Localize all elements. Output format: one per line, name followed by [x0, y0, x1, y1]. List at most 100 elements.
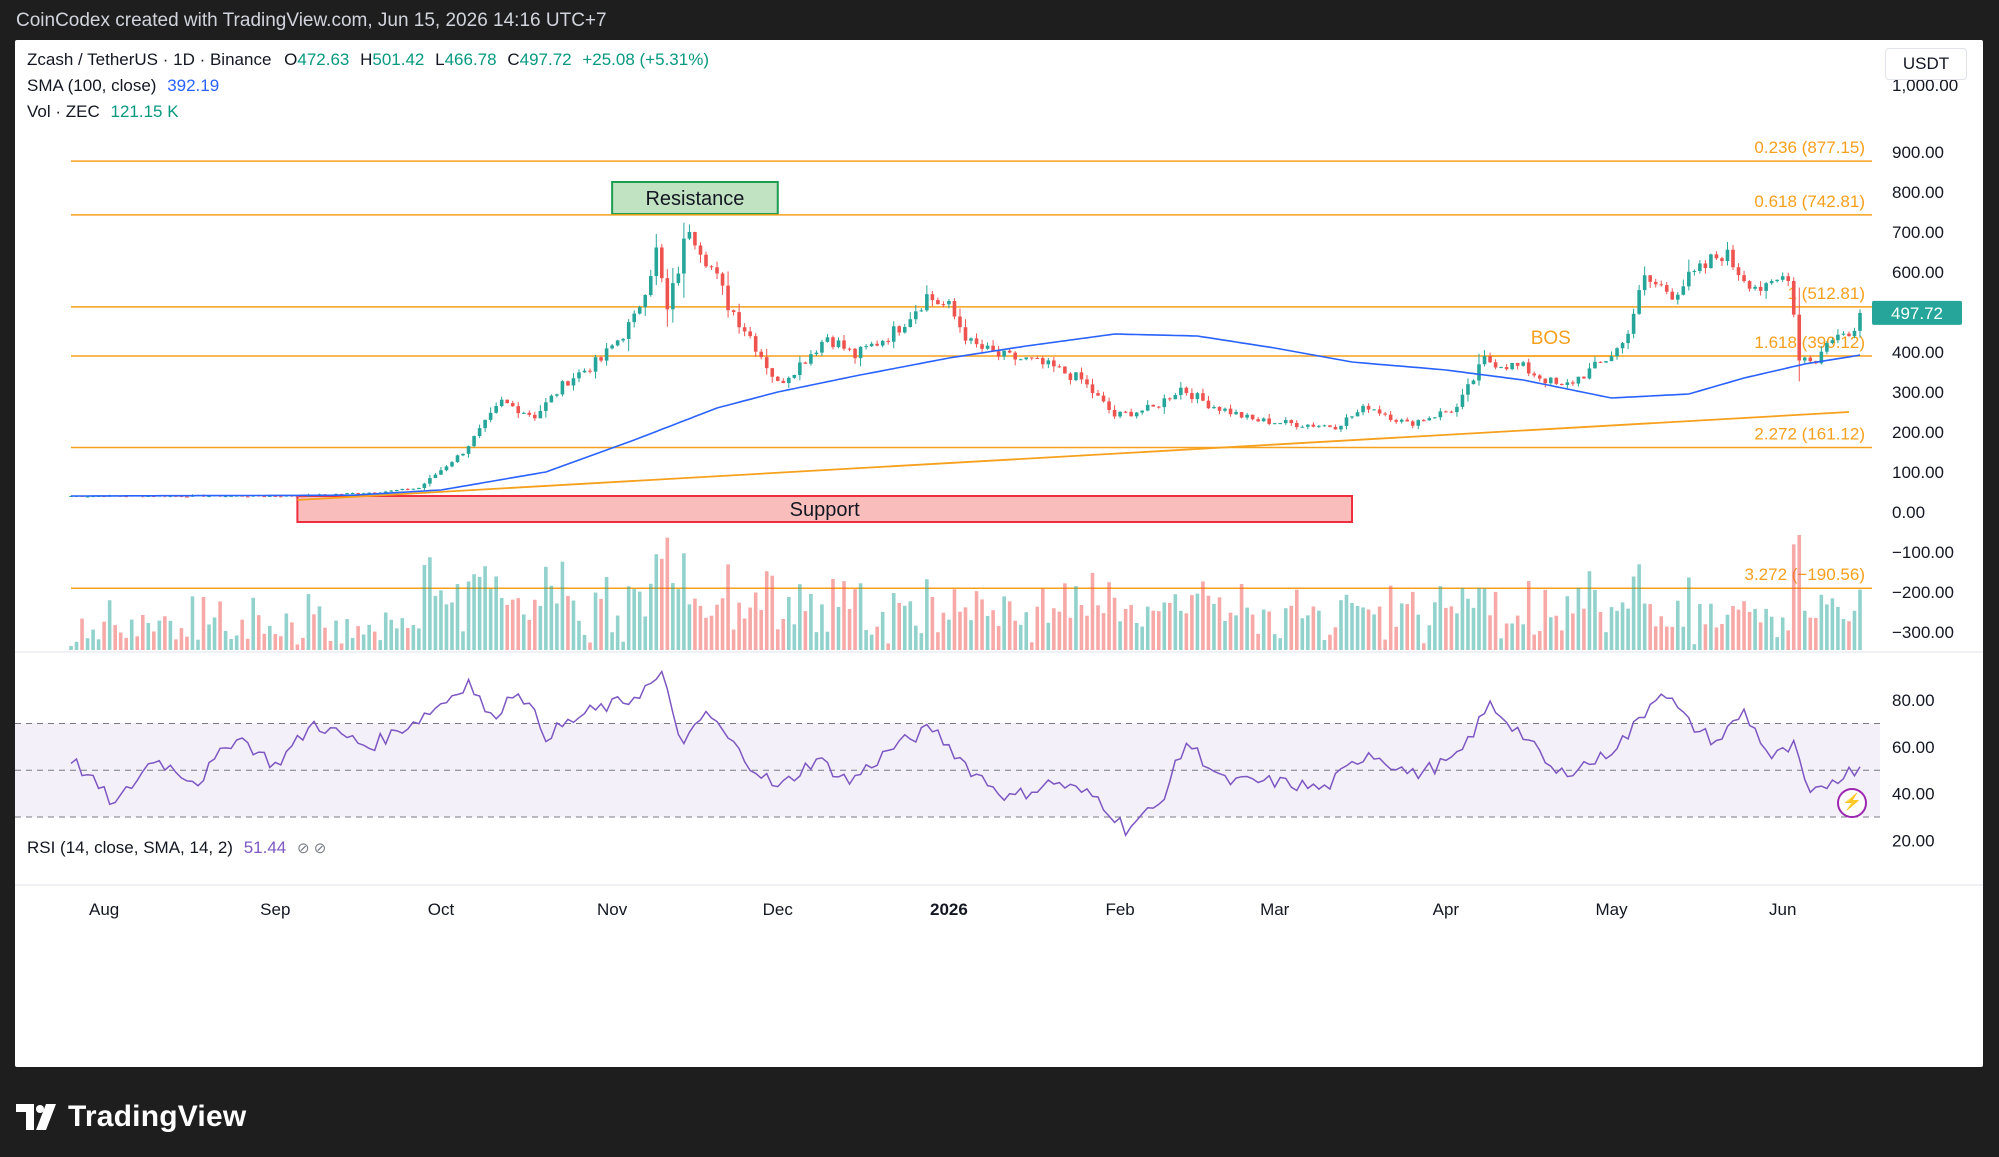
candle-body[interactable] [1350, 416, 1354, 418]
candle-body[interactable] [417, 488, 421, 490]
candle-body[interactable] [1510, 362, 1514, 370]
candle-body[interactable] [1018, 359, 1023, 361]
candle-body[interactable] [1195, 393, 1200, 400]
candle-body[interactable] [472, 436, 476, 447]
candle-body[interactable] [1791, 281, 1796, 315]
candle-body[interactable] [1416, 420, 1421, 426]
candle-body[interactable] [864, 346, 868, 348]
candle-body[interactable] [383, 491, 388, 493]
candle-body[interactable] [1118, 411, 1122, 417]
candle-body[interactable] [350, 493, 355, 495]
candle-body[interactable] [947, 301, 951, 305]
candle-body[interactable] [1085, 379, 1089, 385]
candle-body[interactable] [1488, 356, 1492, 363]
candle-body[interactable] [179, 496, 184, 498]
candle-body[interactable] [792, 374, 797, 378]
candle-body[interactable] [1068, 373, 1073, 381]
candle-body[interactable] [1317, 425, 1321, 427]
candle-body[interactable] [1493, 362, 1498, 368]
candle-body[interactable] [422, 483, 427, 489]
candle-body[interactable] [577, 372, 581, 379]
ascending-trendline[interactable] [297, 411, 1850, 501]
candle-body[interactable] [1212, 406, 1216, 409]
candle-body[interactable] [1377, 409, 1382, 414]
candle-body[interactable] [521, 412, 526, 414]
candle-body[interactable] [1714, 254, 1719, 259]
candle-body[interactable] [1344, 417, 1349, 426]
candle-body[interactable] [1322, 425, 1327, 427]
candle-body[interactable] [488, 412, 493, 420]
candle-body[interactable] [858, 346, 863, 359]
candle-body[interactable] [698, 245, 703, 255]
candle-body[interactable] [787, 377, 791, 384]
candle-body[interactable] [748, 331, 752, 337]
candle-body[interactable] [1278, 423, 1283, 425]
candle-body[interactable] [775, 376, 780, 381]
candle-body[interactable] [1653, 281, 1658, 285]
candle-body[interactable] [969, 338, 973, 341]
candle-body[interactable] [1455, 406, 1459, 413]
candle-body[interactable] [1206, 400, 1211, 409]
candle-body[interactable] [262, 496, 267, 498]
candle-body[interactable] [582, 370, 587, 373]
candle-body[interactable] [842, 340, 846, 349]
candle-body[interactable] [1725, 249, 1730, 262]
resistance-zone[interactable] [611, 181, 779, 215]
candle-body[interactable] [85, 496, 90, 498]
candle-body[interactable] [1571, 382, 1575, 384]
candle-body[interactable] [1002, 350, 1006, 357]
candle-body[interactable] [803, 362, 808, 364]
candle-body[interactable] [1123, 411, 1128, 413]
candle-body[interactable] [229, 495, 233, 497]
candle-body[interactable] [566, 381, 570, 386]
candle-body[interactable] [1024, 357, 1029, 360]
candle-body[interactable] [571, 378, 576, 386]
candle-body[interactable] [731, 310, 736, 313]
candle-body[interactable] [1609, 356, 1614, 362]
candle-body[interactable] [643, 295, 648, 308]
candle-body[interactable] [936, 300, 940, 305]
candle-body[interactable] [1664, 285, 1669, 292]
candle-body[interactable] [1764, 283, 1768, 291]
candle-body[interactable] [831, 337, 835, 348]
candle-body[interactable] [764, 357, 769, 369]
candle-body[interactable] [660, 247, 664, 279]
candle-body[interactable] [223, 496, 228, 498]
candle-body[interactable] [886, 340, 890, 342]
candle-body[interactable] [400, 488, 405, 491]
candle-body[interactable] [715, 267, 719, 274]
candle-body[interactable] [996, 351, 1001, 357]
candle-body[interactable] [1548, 377, 1553, 384]
candle-body[interactable] [914, 311, 918, 320]
candle-body[interactable] [1438, 411, 1443, 418]
candle-body[interactable] [1283, 420, 1288, 424]
candle-body[interactable] [1681, 286, 1686, 295]
candle-body[interactable] [648, 276, 653, 296]
candle-body[interactable] [682, 238, 686, 274]
candle-body[interactable] [1162, 398, 1167, 408]
candle-body[interactable] [433, 474, 438, 479]
candle-body[interactable] [1361, 405, 1365, 413]
candle-body[interactable] [814, 352, 819, 355]
candle-body[interactable] [665, 278, 670, 310]
candle-body[interactable] [439, 470, 443, 475]
candle-body[interactable] [1427, 418, 1432, 421]
candle-body[interactable] [759, 351, 763, 358]
candle-body[interactable] [1223, 408, 1227, 411]
volume-label[interactable]: Vol · ZEC [27, 102, 100, 121]
candle-body[interactable] [925, 294, 929, 311]
candle-body[interactable] [510, 403, 515, 407]
candle-body[interactable] [560, 381, 565, 395]
candle-body[interactable] [1758, 286, 1763, 291]
candle-body[interactable] [1444, 411, 1448, 413]
candle-body[interactable] [654, 247, 659, 277]
candle-body[interactable] [1736, 267, 1741, 276]
candle-body[interactable] [477, 428, 482, 437]
candle-body[interactable] [770, 368, 775, 377]
candle-body[interactable] [952, 301, 957, 317]
candle-body[interactable] [428, 478, 432, 484]
candle-body[interactable] [1742, 275, 1746, 282]
candle-body[interactable] [1300, 426, 1305, 428]
support-zone[interactable] [296, 495, 1354, 523]
candle-body[interactable] [615, 340, 620, 346]
